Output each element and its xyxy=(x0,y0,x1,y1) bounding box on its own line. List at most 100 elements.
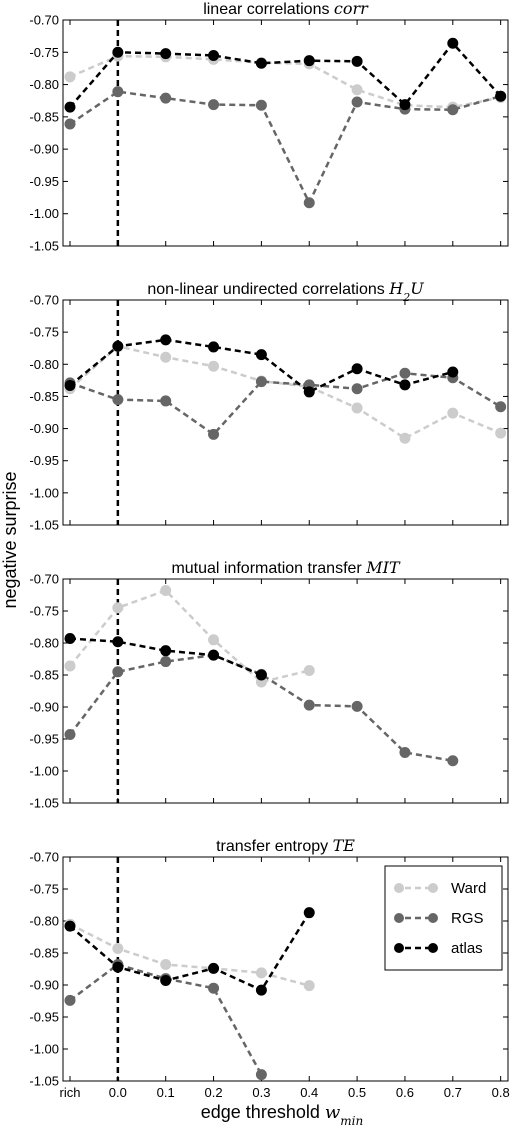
plot-frame xyxy=(62,578,509,804)
legend: Ward RGS atlas xyxy=(384,865,503,971)
data-point xyxy=(447,37,459,49)
data-point xyxy=(399,432,411,444)
legend-item-rgs: RGS xyxy=(394,910,484,927)
data-point xyxy=(112,46,124,58)
y-tick-label: -0.80 xyxy=(29,357,59,372)
y-tick-label: -0.75 xyxy=(29,45,59,60)
data-point xyxy=(447,104,459,116)
data-point xyxy=(208,982,220,994)
y-tick-label: -0.75 xyxy=(29,882,59,897)
data-point xyxy=(351,55,363,67)
panel-title-math-sub: 2 xyxy=(402,291,410,304)
data-point xyxy=(160,334,172,346)
y-axis-label: negative surprise xyxy=(0,471,20,608)
panel-4: transfer entropy TE -0.70 -0.75 -0.80 -0.85 -… xyxy=(29,836,509,1100)
x-axis-label-text: edge threshold xyxy=(201,1102,325,1122)
y-tick-label: -0.70 xyxy=(29,850,59,865)
panel-title: linear correlations corr xyxy=(203,0,369,18)
data-point xyxy=(351,96,363,108)
x-tick-label: 0.8 xyxy=(492,1085,510,1100)
legend-marker xyxy=(394,883,404,893)
data-point xyxy=(447,366,459,378)
y-tick-label: -1.05 xyxy=(29,1074,59,1089)
series-line xyxy=(69,923,310,987)
legend-label: atlas xyxy=(451,940,483,957)
data-point xyxy=(303,907,315,919)
y-tick-label: -0.70 xyxy=(29,13,59,28)
x-tick-label: 0.6 xyxy=(396,1085,414,1100)
panel-title: mutual information transfer MIT xyxy=(171,558,400,577)
data-point xyxy=(399,379,411,391)
y-tick-label: -0.95 xyxy=(29,1010,59,1025)
series-ward xyxy=(64,340,507,444)
x-tick-label: 0.2 xyxy=(205,1085,223,1100)
data-point xyxy=(112,86,124,98)
data-point xyxy=(64,633,76,645)
data-point xyxy=(447,755,459,767)
data-point xyxy=(255,1069,267,1081)
series-line xyxy=(69,54,501,109)
series-line xyxy=(69,338,454,394)
panel-3: mutual information transfer MIT -0.70 -0.7… xyxy=(29,558,509,811)
y-tick-label: -1.05 xyxy=(29,796,59,811)
data-point xyxy=(495,427,507,439)
y-tick-label: -0.95 xyxy=(29,453,59,468)
data-point xyxy=(399,367,411,379)
data-point xyxy=(351,383,363,395)
series-line xyxy=(69,637,262,677)
data-point xyxy=(303,699,315,711)
legend-marker xyxy=(428,913,438,923)
data-point xyxy=(303,386,315,398)
panel-2: non-linear undirected correlations H2U -0… xyxy=(29,279,509,533)
panels: linear correlations corr -0.70 -0.75 -0.80 -… xyxy=(29,0,509,1100)
plot-frame xyxy=(62,856,509,1082)
series-ward xyxy=(64,585,315,688)
data-point xyxy=(64,380,76,391)
series-line xyxy=(69,344,502,440)
y-tick-label: -0.70 xyxy=(29,572,59,587)
plot-frame xyxy=(62,299,509,526)
series-line xyxy=(69,589,310,684)
panel-title-math: H xyxy=(388,279,404,298)
y-tick-label: -0.75 xyxy=(29,604,59,619)
data-point xyxy=(112,943,124,955)
data-point xyxy=(255,349,267,361)
y-tick-label: -0.75 xyxy=(29,325,59,340)
x-tick-label: 0.1 xyxy=(157,1085,175,1100)
series-atlas xyxy=(64,37,507,113)
data-point xyxy=(112,340,124,352)
y-tick-label: -0.95 xyxy=(29,174,59,189)
data-point xyxy=(160,48,172,60)
data-point xyxy=(208,634,220,646)
y-tick-label: -1.00 xyxy=(29,206,59,221)
panel-title-math: corr xyxy=(334,0,369,18)
data-point xyxy=(303,665,315,677)
data-point xyxy=(160,645,172,657)
data-point xyxy=(112,602,124,614)
data-point xyxy=(160,585,172,597)
plot-frame xyxy=(62,19,509,247)
data-point xyxy=(112,636,124,648)
series-atlas xyxy=(64,334,459,398)
data-point xyxy=(208,962,220,974)
series-line xyxy=(69,372,502,437)
panel-title: non-linear undirected correlations H2U xyxy=(147,279,424,304)
data-point xyxy=(399,99,411,111)
data-point xyxy=(112,666,124,678)
series-line xyxy=(69,653,454,762)
legend-marker xyxy=(428,883,438,893)
series-rgs xyxy=(64,86,507,209)
y-tick-label: -0.85 xyxy=(29,389,59,404)
data-point xyxy=(255,57,267,69)
data-point xyxy=(303,197,315,209)
y-tick-label: -0.90 xyxy=(29,700,59,715)
y-tick-label: -0.85 xyxy=(29,109,59,124)
y-tick-label: -0.85 xyxy=(29,668,59,683)
data-point xyxy=(64,920,76,932)
panel-title-text: non-linear undirected correlations xyxy=(147,281,389,298)
panel-title-text: linear correlations xyxy=(203,1,334,18)
data-point xyxy=(208,428,220,440)
y-tick-label: -0.80 xyxy=(29,77,59,92)
legend-marker xyxy=(428,943,438,953)
